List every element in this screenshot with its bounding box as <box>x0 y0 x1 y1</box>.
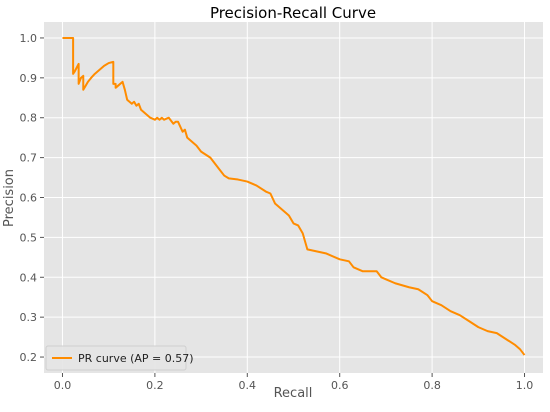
y-tick-label: 0.6 <box>20 192 38 205</box>
x-tick-label: 1.0 <box>516 379 534 392</box>
axis-ticks: 0.0 0.2 0.4 0.6 0.8 1.0 0.2 0.3 0.4 0.5 0.6 0.7 0.8 0… <box>20 32 534 392</box>
pr-curve-line <box>62 36 526 356</box>
legend-label: PR curve (AP = 0.57) <box>78 352 194 365</box>
x-tick-label: 0.4 <box>239 379 257 392</box>
y-tick-label: 0.5 <box>20 231 38 244</box>
legend-box <box>45 345 187 371</box>
y-tick-label: 0.2 <box>20 351 38 364</box>
y-tick-label: 0.7 <box>20 152 38 165</box>
y-tick-label: 0.4 <box>20 271 38 284</box>
y-tick-label: 0.3 <box>20 311 38 324</box>
y-tick-label: 0.8 <box>20 112 38 125</box>
x-tick-label: 0.6 <box>331 379 349 392</box>
x-tick-label: 0.0 <box>54 379 72 392</box>
y-tick-label: 1.0 <box>20 32 38 45</box>
y-tick-label: 0.9 <box>20 72 38 85</box>
x-axis-label: Recall <box>274 386 313 401</box>
y-axis-label: Precision <box>2 169 17 227</box>
grid-lines <box>44 22 543 373</box>
x-tick-label: 0.8 <box>423 379 441 392</box>
series-layer <box>62 36 526 356</box>
legend: PR curve (AP = 0.57) <box>45 345 194 371</box>
chart-title: Precision-Recall Curve <box>210 4 376 22</box>
x-tick-label: 0.2 <box>146 379 164 392</box>
